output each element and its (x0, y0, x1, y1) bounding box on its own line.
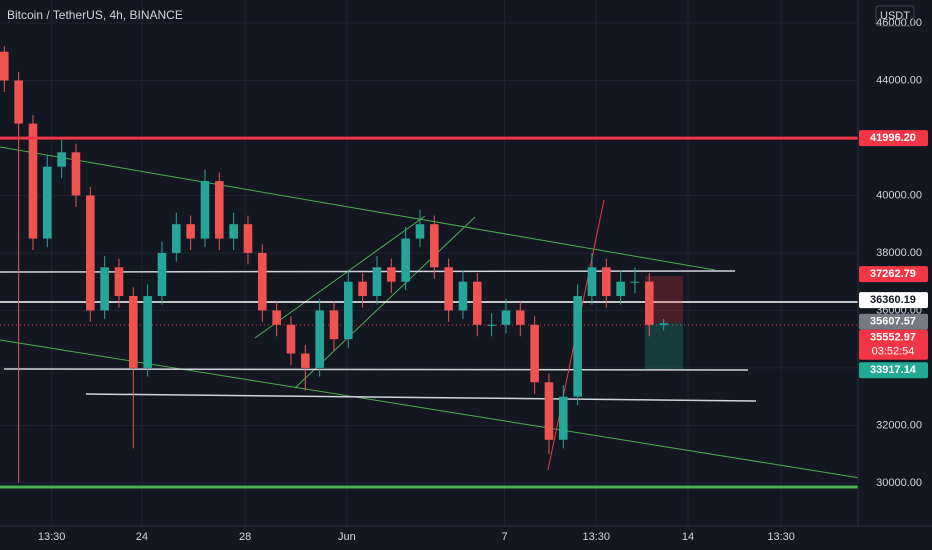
candle-body (71, 152, 81, 196)
candle-body (315, 310, 324, 368)
candle-body (28, 123, 38, 239)
y-tick-label: 32000.00 (876, 419, 922, 431)
y-tick-label: 38000.00 (876, 247, 922, 259)
candle-body (57, 152, 66, 167)
price-label-text: 36360.19 (870, 294, 916, 306)
currency[interactable]: USDT (880, 10, 910, 22)
candle-body (430, 224, 439, 268)
candle-body (387, 267, 396, 282)
candle-body (358, 281, 367, 297)
x-tick-label: 13:30 (767, 531, 795, 543)
currency-button[interactable] (875, 5, 915, 27)
candle-body (415, 224, 425, 239)
candle-body (301, 353, 310, 368)
y-tick-label: 30000.00 (876, 477, 922, 489)
candle-body (487, 324, 496, 326)
candle-body (143, 296, 152, 368)
candle-body (401, 238, 410, 282)
candle-body (286, 324, 296, 354)
candle-body (344, 281, 353, 340)
channel-line[interactable] (254, 215, 426, 339)
x-tick-label: 13:30 (38, 531, 66, 543)
axes: 30000.0032000.0034000.0036000.0038000.00… (38, 17, 928, 543)
candle-body (114, 267, 124, 297)
candles (0, 45, 858, 483)
horizontal-line[interactable] (3, 368, 749, 371)
candle-body (544, 382, 554, 440)
price-label (859, 266, 928, 283)
candle-body (587, 267, 597, 297)
candle-body (229, 224, 238, 239)
candle-body (444, 267, 453, 311)
horizontal-line[interactable] (85, 393, 757, 402)
candle-body (200, 181, 210, 239)
candle-body (501, 310, 511, 325)
candle-body (645, 281, 654, 325)
candle-body (86, 195, 95, 311)
candle-body (186, 224, 195, 239)
candle-body (172, 224, 181, 253)
price-label-text: 33917.14 (870, 364, 917, 376)
candle-body (530, 324, 539, 383)
price-label-text: 37262.79 (870, 268, 916, 280)
candle-body (14, 80, 23, 124)
candle-body (516, 310, 525, 325)
candle-body (129, 296, 138, 368)
horizontal-line[interactable] (0, 270, 736, 273)
candle-body (458, 281, 468, 311)
candle-body (659, 323, 668, 325)
x-tick-label: 7 (501, 531, 507, 543)
candle-body (157, 252, 167, 297)
candle-body (243, 224, 253, 253)
candle-body (602, 267, 611, 297)
price-label (859, 362, 928, 379)
candle-body (258, 252, 267, 311)
candle-body (272, 310, 281, 325)
candle-body (100, 267, 109, 311)
candle-body (559, 396, 568, 440)
grid (0, 0, 858, 526)
x-tick-label: 13:30 (583, 531, 611, 543)
candle-body (329, 310, 339, 340)
candle-body (215, 181, 224, 239)
price-label-text: 35552.97 (870, 332, 916, 344)
price-label (859, 292, 928, 309)
candle-body (573, 296, 582, 397)
price-label (859, 329, 928, 360)
countdown: 03:52:54 (872, 346, 915, 358)
candle-body (630, 281, 640, 283)
trend-line[interactable] (0, 146, 716, 271)
candle-body (0, 51, 9, 81)
x-tick-label: 14 (682, 531, 694, 543)
price-label (859, 313, 928, 330)
x-tick-label: Jun (338, 531, 356, 543)
price-label (859, 130, 928, 147)
candle-body (43, 166, 52, 239)
candle-body (473, 281, 482, 325)
candle-body (616, 281, 625, 297)
y-tick-label: 44000.00 (876, 74, 922, 86)
target-zone[interactable] (645, 323, 683, 369)
price-label-text: 41996.20 (870, 132, 916, 144)
candle-body (372, 267, 382, 297)
x-tick-label: 24 (136, 531, 148, 543)
x-tick-label: 28 (239, 531, 251, 543)
y-tick-label: 40000.00 (876, 189, 922, 201)
chart-title: Bitcoin / TetherUS, 4h, BINANCE (7, 8, 183, 22)
price-label-text: 35607.57 (870, 316, 916, 328)
